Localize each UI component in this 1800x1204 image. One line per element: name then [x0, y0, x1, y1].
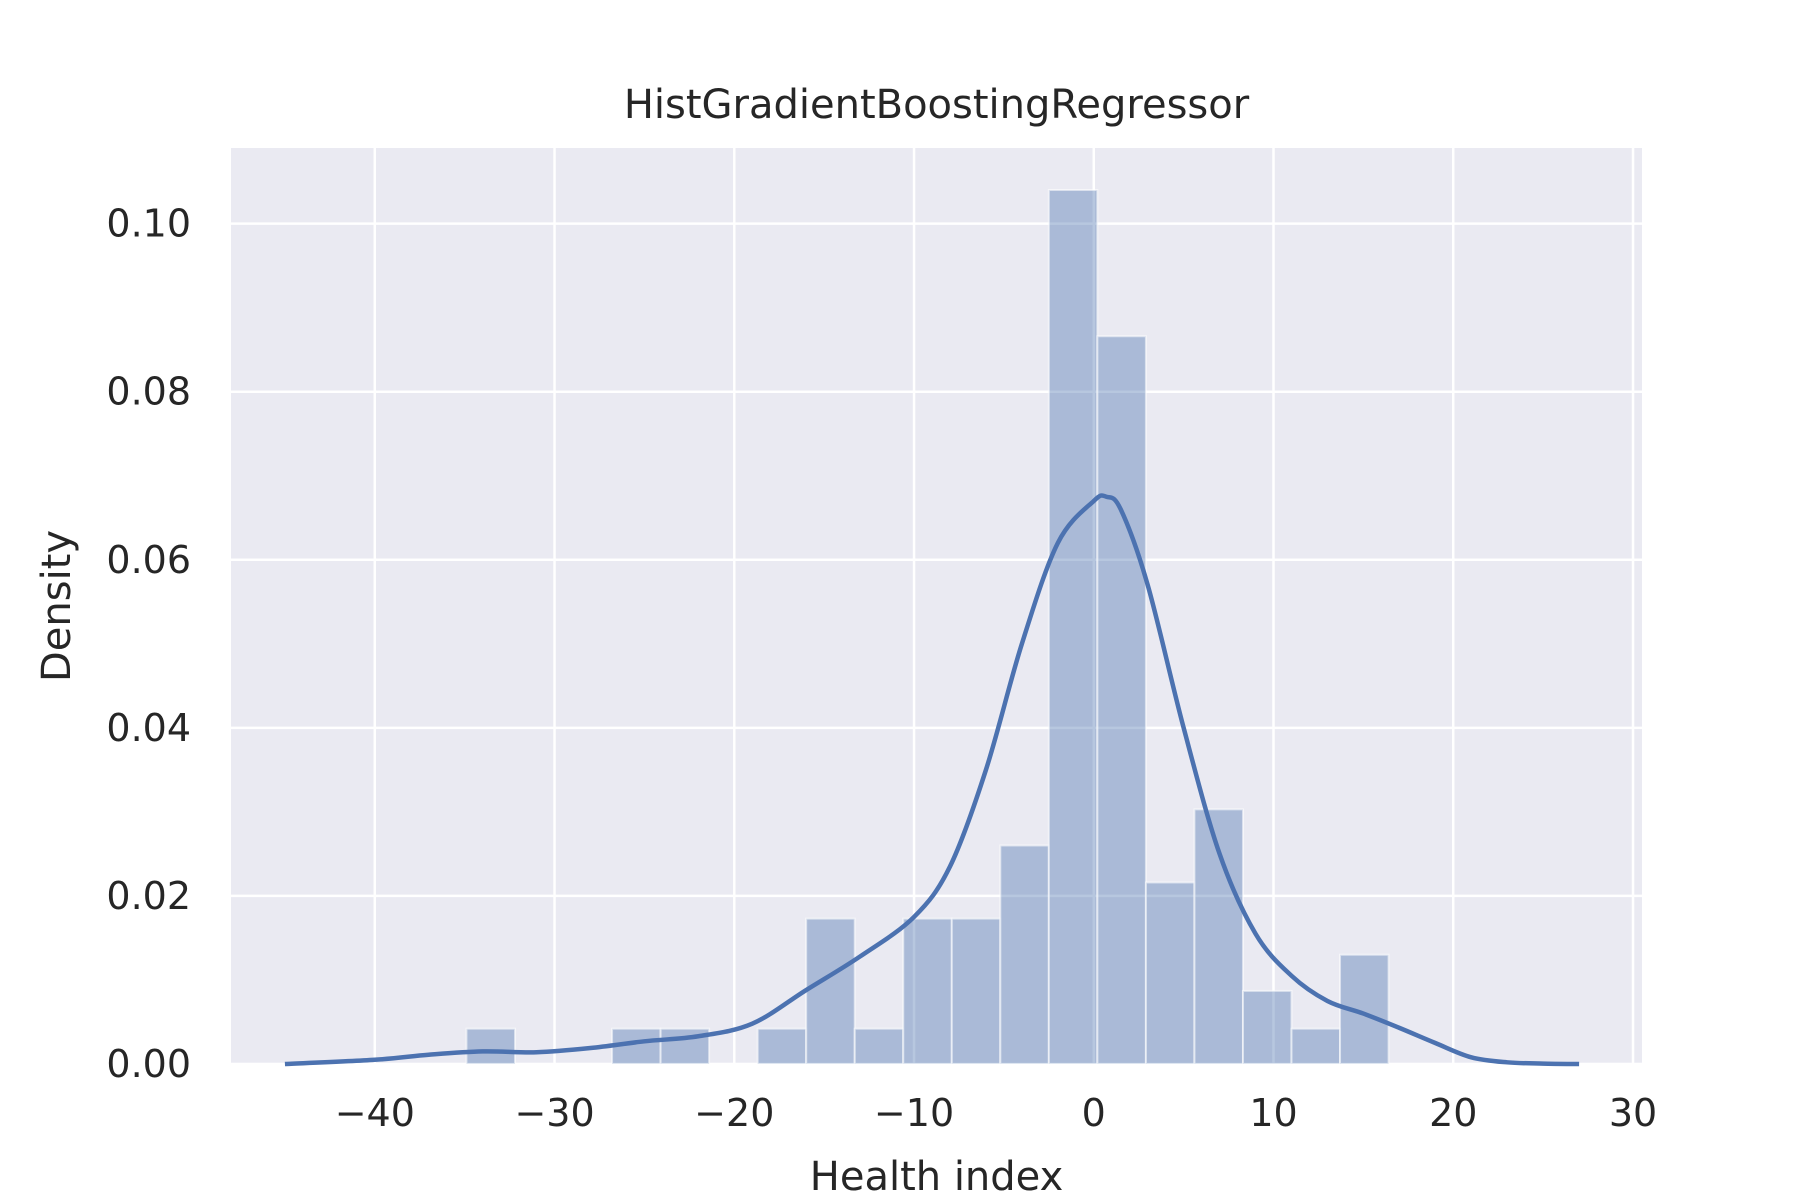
y-tick-label: 0.00	[106, 1042, 191, 1086]
histogram-bar	[1144, 881, 1196, 1065]
chart-title: HistGradientBoostingRegressor	[624, 82, 1250, 128]
y-tick-label: 0.02	[106, 874, 191, 918]
x-tick-label: 20	[1429, 1091, 1477, 1135]
x-tick-label: 0	[1082, 1091, 1106, 1135]
y-tick-label: 0.10	[106, 202, 191, 246]
x-tick-label: −10	[874, 1091, 954, 1135]
y-tick-labels: 0.00 0.02 0.04 0.06 0.08 0.10	[106, 202, 191, 1086]
y-tick-label: 0.08	[106, 370, 191, 414]
x-tick-label: 30	[1609, 1091, 1657, 1135]
histogram-bar	[1290, 1027, 1342, 1066]
histogram-bar	[805, 917, 856, 1065]
kde-curve	[284, 493, 1580, 1067]
histogram-bar	[999, 844, 1050, 1065]
x-tick-labels: −40 −30 −20 −10 0 10 20 30	[335, 1091, 1657, 1135]
histogram-bar	[1241, 989, 1293, 1065]
y-tick-label: 0.04	[106, 706, 191, 750]
histogram-bar	[853, 1027, 905, 1066]
plot-background	[231, 148, 1642, 1064]
histogram-bar	[902, 917, 953, 1065]
histogram-bar	[756, 1027, 808, 1066]
histogram-bar	[465, 1027, 516, 1066]
histogram-bar	[659, 1027, 711, 1066]
histogram-bar	[950, 917, 1002, 1065]
histogram-bar	[1047, 189, 1099, 1065]
y-tick-label: 0.06	[106, 538, 191, 582]
x-tick-label: −30	[514, 1091, 594, 1135]
x-tick-label: −20	[694, 1091, 774, 1135]
x-tick-label: −40	[335, 1091, 415, 1135]
y-axis-label: Density	[34, 530, 80, 682]
x-tick-label: 10	[1249, 1091, 1297, 1135]
x-axis-label: Health index	[810, 1154, 1064, 1200]
histogram-bar	[1096, 335, 1147, 1065]
